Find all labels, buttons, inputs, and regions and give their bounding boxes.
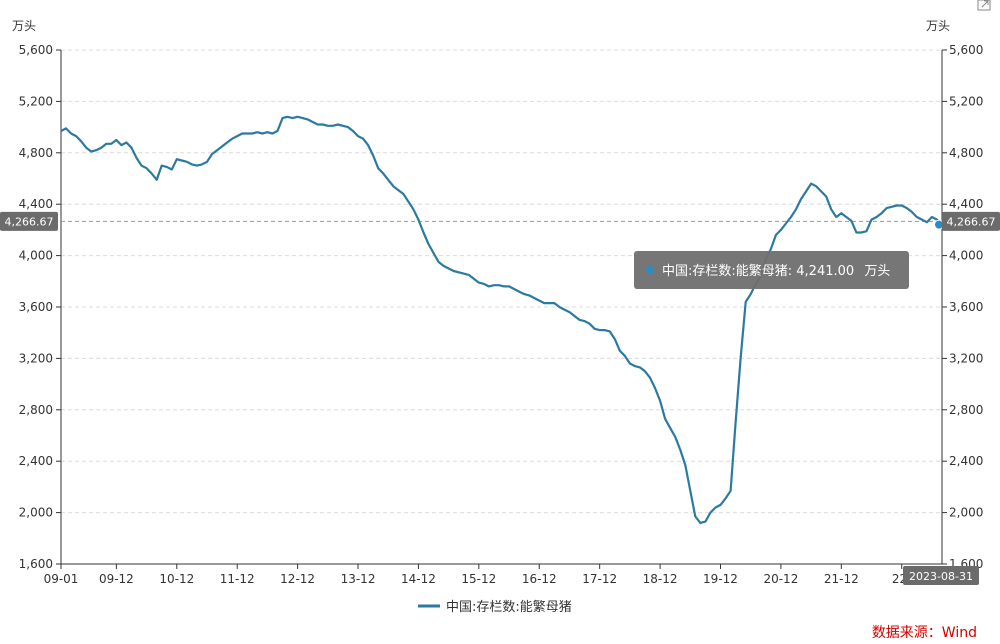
y-tick-label-right: 4,000 (949, 249, 983, 263)
crosshair-label-left: 4,266.67 (0, 211, 58, 231)
y-tick-label-left: 4,800 (19, 146, 53, 160)
svg-text:4,266.67: 4,266.67 (947, 215, 996, 228)
y-tick-label-left: 5,600 (19, 43, 53, 57)
axes (60, 50, 943, 565)
x-tick-label: 14-12 (401, 572, 436, 586)
legend[interactable]: 中国:存栏数:能繁母猪 (418, 599, 572, 615)
x-tick-label: 19-12 (703, 572, 738, 586)
y-tick-label-right: 5,200 (949, 94, 983, 108)
x-tick-label: 09-12 (99, 572, 134, 586)
y-tick-label-left: 5,200 (19, 94, 53, 108)
data-source: 数据来源：Wind (872, 625, 977, 641)
x-tick-label: 16-12 (522, 572, 557, 586)
x-tick-label: 12-12 (280, 572, 315, 586)
crosshair-label-right: 4,266.67 (942, 211, 1000, 231)
y-tick-label-right: 4,400 (949, 197, 983, 211)
tooltip-series-dot (646, 266, 654, 274)
svg-text:中国:存栏数:能繁母猪: 4,241.00 万头: 中国:存栏数:能繁母猪: 4,241.00 万头 (662, 263, 890, 279)
x-tick-label: 13-12 (341, 572, 376, 586)
tooltip-unit: 万头 (864, 264, 890, 279)
legend-label: 中国:存栏数:能繁母猪 (446, 599, 572, 615)
svg-text:4,266.67: 4,266.67 (5, 215, 54, 228)
y-tick-label-left: 4,000 (19, 249, 53, 263)
y-tick-label-right: 2,800 (949, 403, 983, 417)
end-date-label: 2023-08-31 (903, 566, 979, 585)
x-tick-label: 18-12 (643, 572, 678, 586)
tooltip: 中国:存栏数:能繁母猪: 4,241.00 万头 (634, 251, 909, 289)
y-tick-label-left: 1,600 (19, 557, 53, 571)
y-tick-label-left: 4,400 (19, 197, 53, 211)
y-tick-label-left: 3,200 (19, 351, 53, 365)
y-tick-label-right: 2,400 (949, 454, 983, 468)
tooltip-value: 4,241.00 (796, 264, 854, 279)
y-tick-label-left: 2,800 (19, 403, 53, 417)
x-tick-label: 20-12 (763, 572, 798, 586)
x-tick-label: 17-12 (582, 572, 617, 586)
x-tick-label: 21-12 (824, 572, 859, 586)
y-tick-label-right: 4,800 (949, 146, 983, 160)
svg-text:2023-08-31: 2023-08-31 (909, 570, 973, 583)
tooltip-series-name: 中国:存栏数:能繁母猪 (662, 263, 788, 279)
y-tick-label-left: 2,400 (19, 454, 53, 468)
y-tick-label-right: 3,200 (949, 351, 983, 365)
y-tick-label-left: 2,000 (19, 506, 53, 520)
y-tick-label-right: 3,600 (949, 300, 983, 314)
x-tick-label: 11-12 (220, 572, 255, 586)
expand-icon[interactable] (977, 0, 991, 11)
x-ticks: 09-01 09-12 10-12 11-12 12-12 13-12 14-12 15-12… (44, 564, 912, 586)
y-ticks-left: 1,600 2,000 2,400 2,800 3,200 3,600 4,000 4,400… (19, 43, 61, 571)
y-tick-label-right: 2,000 (949, 506, 983, 520)
x-tick-label: 09-01 (44, 572, 79, 586)
y-tick-label-left: 3,600 (19, 300, 53, 314)
x-tick-label: 10-12 (159, 572, 194, 586)
y-tick-label-right: 5,600 (949, 43, 983, 57)
y-unit-left: 万头 (12, 19, 36, 33)
x-tick-label: 15-12 (461, 572, 496, 586)
series-line-sows[interactable] (60, 115, 943, 524)
y-ticks-right: 1,6002,0002,4002,8003,2003,6004,0004,400… (942, 43, 983, 571)
y-unit-right: 万头 (926, 19, 950, 33)
